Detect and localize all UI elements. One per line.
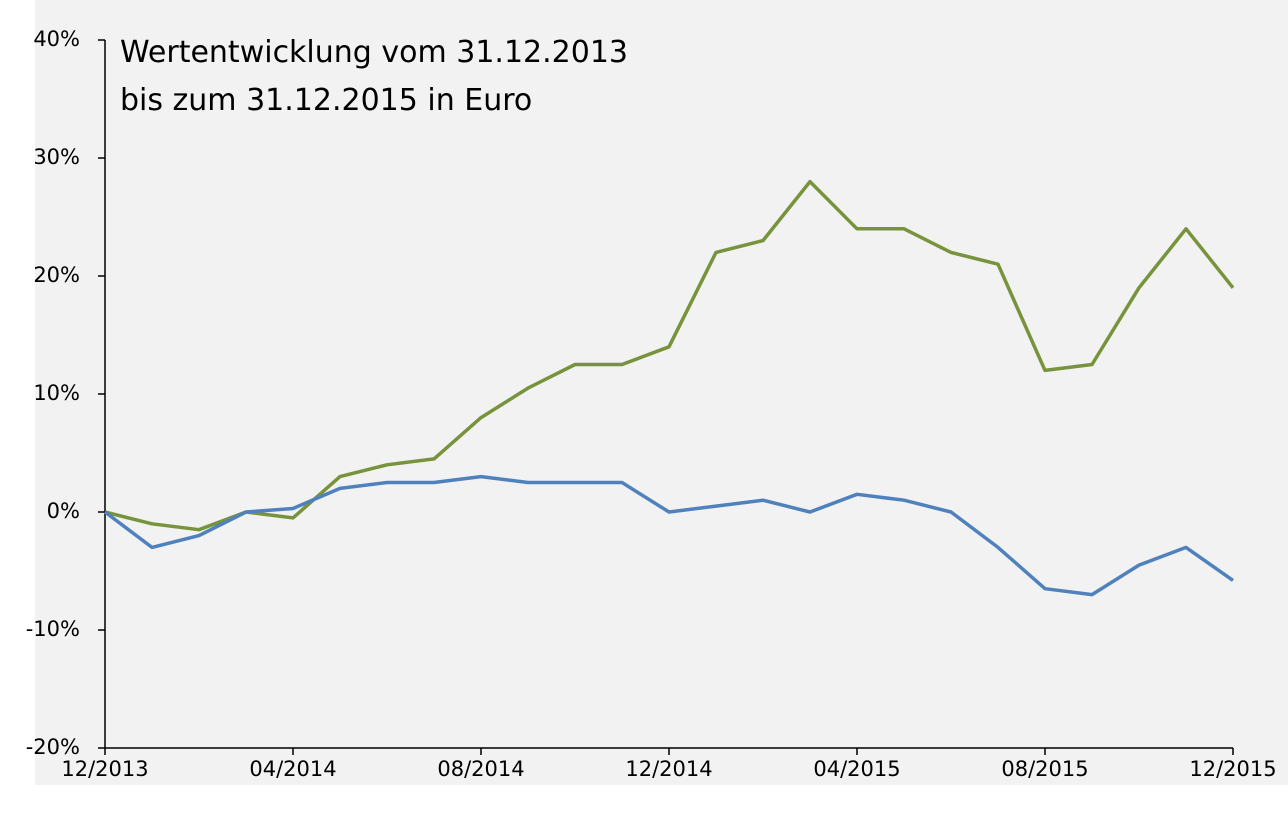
y-tick-label: 20%: [33, 263, 80, 287]
y-tick-label: 30%: [33, 145, 80, 169]
x-tick-label: 08/2015: [1001, 757, 1088, 781]
y-tick-label: -10%: [26, 617, 80, 641]
series-line: [103, 474, 1235, 597]
x-tick-label: 12/2015: [1189, 757, 1276, 781]
chart-title: bis zum 31.12.2015 in Euro: [120, 83, 532, 118]
x-tick-label: 08/2014: [437, 757, 524, 781]
plot-background: [35, 0, 1288, 785]
y-tick-label: -20%: [26, 735, 80, 759]
x-tick-label: 12/2013: [61, 757, 148, 781]
chart-title: Wertentwicklung vom 31.12.2013: [120, 35, 628, 70]
x-tick-label: 12/2014: [625, 757, 712, 781]
y-tick-label: 40%: [33, 27, 80, 51]
y-tick-label: 0%: [47, 499, 80, 523]
x-tick-label: 04/2014: [249, 757, 336, 781]
series-line: [104, 179, 1235, 532]
y-tick-label: 10%: [33, 381, 80, 405]
x-tick-label: 04/2015: [813, 757, 900, 781]
